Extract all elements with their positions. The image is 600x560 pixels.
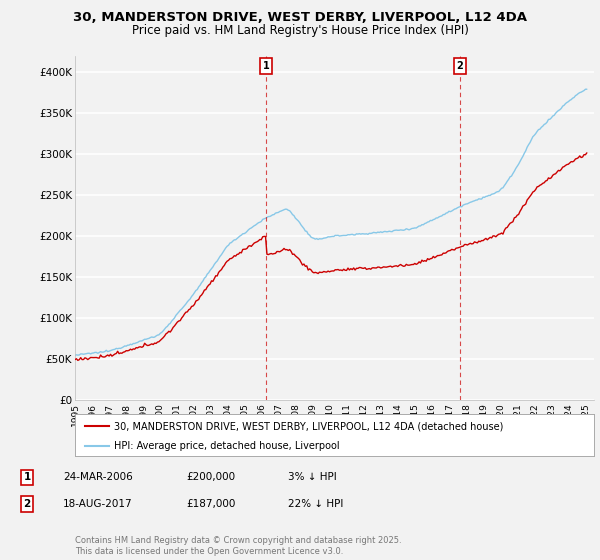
Text: 30, MANDERSTON DRIVE, WEST DERBY, LIVERPOOL, L12 4DA: 30, MANDERSTON DRIVE, WEST DERBY, LIVERP… bbox=[73, 11, 527, 24]
Text: Price paid vs. HM Land Registry's House Price Index (HPI): Price paid vs. HM Land Registry's House … bbox=[131, 24, 469, 36]
Text: £187,000: £187,000 bbox=[186, 499, 235, 509]
Text: 22% ↓ HPI: 22% ↓ HPI bbox=[288, 499, 343, 509]
Text: £200,000: £200,000 bbox=[186, 472, 235, 482]
Text: HPI: Average price, detached house, Liverpool: HPI: Average price, detached house, Live… bbox=[114, 441, 340, 451]
Text: 24-MAR-2006: 24-MAR-2006 bbox=[63, 472, 133, 482]
Text: 2: 2 bbox=[457, 61, 463, 71]
Text: 3% ↓ HPI: 3% ↓ HPI bbox=[288, 472, 337, 482]
Text: 1: 1 bbox=[23, 472, 31, 482]
Text: 30, MANDERSTON DRIVE, WEST DERBY, LIVERPOOL, L12 4DA (detached house): 30, MANDERSTON DRIVE, WEST DERBY, LIVERP… bbox=[114, 421, 503, 431]
Text: 1: 1 bbox=[263, 61, 269, 71]
Text: 2: 2 bbox=[23, 499, 31, 509]
Text: Contains HM Land Registry data © Crown copyright and database right 2025.
This d: Contains HM Land Registry data © Crown c… bbox=[75, 536, 401, 556]
Text: 18-AUG-2017: 18-AUG-2017 bbox=[63, 499, 133, 509]
